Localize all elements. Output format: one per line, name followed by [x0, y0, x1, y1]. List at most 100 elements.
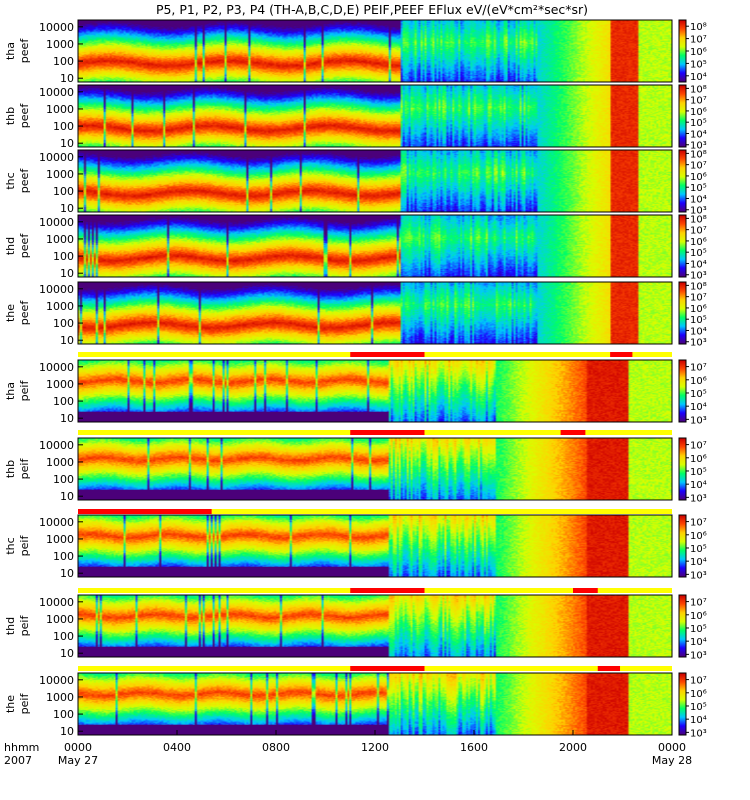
thd-peef-ytick-label: 10000 — [39, 216, 74, 229]
tha-peef-spectrogram — [78, 20, 672, 82]
thb-peif-frame — [77, 437, 673, 501]
tha-peif-burst-interval — [350, 352, 425, 357]
tha-peif-ytick-label: 1000 — [46, 378, 74, 391]
tha-peef-cbar-tick-label: 10⁸ — [690, 22, 707, 33]
thb-peef-quantity-label: peef — [18, 103, 31, 129]
the-peif-cbar-tick-label: 10⁵ — [690, 702, 707, 713]
x-tick-label: 0800 — [262, 741, 290, 754]
tha-peef-cbar-tick-label: 10⁶ — [690, 47, 707, 58]
thc-peef-ytick-label: 100 — [53, 185, 74, 198]
thc-peif-ytick-label: 10000 — [39, 516, 74, 529]
thd-peef-cbar-tick-label: 10⁶ — [690, 237, 707, 248]
thc-peif-cbar-tick-label: 10⁷ — [690, 518, 707, 529]
thc-peif-quantity-label: peif — [18, 535, 31, 557]
the-peef-ytick-label: 10 — [60, 334, 74, 347]
tha-peif-spectrogram — [78, 360, 672, 422]
tha-peef-frame — [77, 19, 673, 83]
tha-peef-ytick-label: 1000 — [46, 38, 74, 51]
tha-peif-burst-interval — [610, 352, 633, 357]
the-peef-cbar-tick-label: 10⁷ — [690, 293, 707, 304]
tha-peif-quantity-label: peif — [18, 380, 31, 402]
thb-peef-cbar-tick-label: 10⁴ — [690, 129, 707, 140]
thb-peef-ytick-label: 10000 — [39, 86, 74, 99]
x-tick-label: 0000 — [64, 741, 92, 754]
thb-peef-colorbar — [679, 85, 686, 147]
the-peef-quantity-label: peef — [18, 300, 31, 326]
x-tick-label: 1600 — [460, 741, 488, 754]
thc-peif-ytick-label: 1000 — [46, 533, 74, 546]
thb-peif-colorbar-frame — [678, 437, 687, 501]
the-peef-cbar-tick-label: 10⁸ — [690, 281, 707, 292]
thb-peif-spectrogram — [78, 438, 672, 500]
x-axis-label-hhmm: hhmm — [4, 741, 39, 754]
mode-bars — [78, 352, 672, 671]
thd-peif-spectrogram — [78, 595, 672, 657]
thc-peef-cbar-tick-label: 10⁵ — [690, 183, 707, 194]
thb-peef-frame — [77, 84, 673, 148]
thd-peif-frame — [77, 594, 673, 658]
thd-peif-cbar-tick-label: 10⁷ — [690, 598, 707, 609]
thb-peif-ytick-label: 10000 — [39, 439, 74, 452]
the-peif-ytick-label: 1000 — [46, 691, 74, 704]
thd-peef-colorbar-frame — [678, 214, 687, 278]
thc-peef-frame — [77, 149, 673, 213]
tha-peef-quantity-label: peef — [18, 38, 31, 64]
thb-peif-cbar-tick-label: 10⁷ — [690, 441, 707, 452]
the-peif-cbar-tick-label: 10⁷ — [690, 676, 707, 687]
x-tick-label: 2000 — [559, 741, 587, 754]
thb-peif-quantity-label: peif — [18, 458, 31, 480]
thc-peef-ytick-label: 1000 — [46, 168, 74, 181]
thc-peef-cbar-tick-label: 10³ — [690, 206, 707, 217]
the-peif-cbar-tick-label: 10⁴ — [690, 715, 707, 726]
the-peif-colorbar-frame — [678, 672, 687, 736]
thd-peif-ytick-label: 10 — [60, 647, 74, 660]
thb-peif-cbar-tick-label: 10⁶ — [690, 454, 707, 465]
thb-peef-probe-label: thb — [4, 107, 17, 125]
the-peif-ytick-label: 10000 — [39, 674, 74, 687]
the-peef-colorbar — [679, 282, 686, 344]
thd-peef-cbar-tick-label: 10³ — [690, 271, 707, 282]
thb-peef-ytick-label: 10 — [60, 137, 74, 150]
thd-peif-panel: 10 100 1000 10000 thd peif 10³ 10⁴ 10⁵ 10⁶ 10⁷ — [4, 594, 707, 661]
thb-peif-ytick-label: 100 — [53, 473, 74, 486]
thb-peef-cbar-tick-label: 10⁵ — [690, 118, 707, 129]
the-peef-colorbar-frame — [678, 281, 687, 345]
thd-peef-quantity-label: peef — [18, 233, 31, 259]
tha-peif-ytick-label: 10 — [60, 412, 74, 425]
thd-peef-spectrogram — [78, 215, 672, 277]
thc-peef-probe-label: thc — [4, 172, 17, 189]
thd-peef-cbar-tick-label: 10⁸ — [690, 214, 707, 225]
tha-peif-ytick-label: 10000 — [39, 361, 74, 374]
the-peef-spectrogram — [78, 282, 672, 344]
the-peif-cbar-tick-label: 10⁶ — [690, 689, 707, 700]
tha-peef-ytick-label: 10 — [60, 72, 74, 85]
thc-peif-ytick-label: 100 — [53, 550, 74, 563]
thb-peef-cbar-tick-label: 10³ — [690, 141, 707, 152]
thc-peef-ytick-label: 10 — [60, 202, 74, 215]
x-axis-label-year: 2007 — [4, 754, 32, 767]
thb-peef-colorbar-frame — [678, 84, 687, 148]
thc-peif-burst-interval — [78, 509, 212, 514]
the-peef-probe-label: the — [4, 304, 17, 322]
tha-peef-ytick-label: 100 — [53, 55, 74, 68]
thd-peef-cbar-tick-label: 10⁴ — [690, 259, 707, 270]
tha-peif-cbar-tick-label: 10⁷ — [690, 363, 707, 374]
thd-peif-ytick-label: 100 — [53, 630, 74, 643]
thd-peef-ytick-label: 10 — [60, 267, 74, 280]
tha-peif-colorbar — [679, 360, 686, 422]
the-peif-burst-interval — [597, 666, 621, 671]
thb-peif-colorbar — [679, 438, 686, 500]
thd-peif-cbar-tick-label: 10⁵ — [690, 624, 707, 635]
the-peef-ytick-label: 10000 — [39, 283, 74, 296]
the-peif-ytick-label: 100 — [53, 708, 74, 721]
thd-peif-probe-label: thd — [4, 617, 17, 635]
tha-peif-cbar-tick-label: 10⁴ — [690, 402, 707, 413]
thd-peif-cbar-tick-label: 10⁴ — [690, 637, 707, 648]
tha-peif-ytick-label: 100 — [53, 395, 74, 408]
x-date-end: May 28 — [652, 754, 692, 767]
the-peef-ytick-label: 1000 — [46, 300, 74, 313]
